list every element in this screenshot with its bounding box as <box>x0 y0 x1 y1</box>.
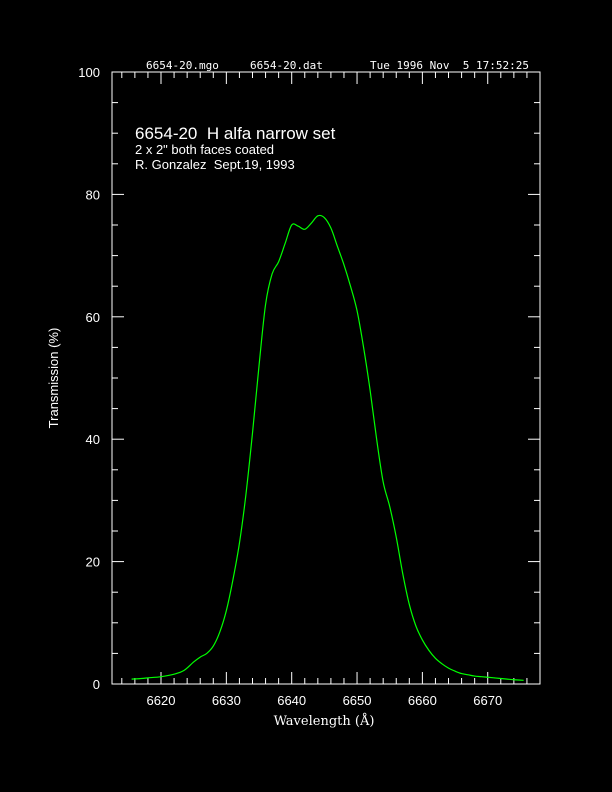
data-point <box>232 579 233 580</box>
data-point <box>311 223 312 224</box>
y-tick-label: 20 <box>86 555 100 570</box>
data-point <box>258 365 259 366</box>
data-point <box>523 680 524 681</box>
data-point <box>206 653 207 654</box>
header-macro-file: 6654-20.mgo <box>146 59 219 72</box>
data-point <box>474 675 475 676</box>
transmission-curve <box>131 214 524 681</box>
data-point <box>383 481 384 482</box>
data-point <box>389 506 390 507</box>
data-point <box>330 227 331 228</box>
y-axis-title: Transmission (%) <box>46 328 61 429</box>
data-point <box>141 678 142 679</box>
chart-title: 6654-20 H alfa narrow set <box>135 124 336 143</box>
data-point <box>402 573 403 574</box>
data-point <box>304 229 305 230</box>
data-point <box>422 639 423 640</box>
data-point <box>494 677 495 678</box>
x-tick-label: 6620 <box>147 693 176 708</box>
y-tick-label: 80 <box>86 187 100 202</box>
data-point <box>239 543 240 544</box>
y-tick-label: 100 <box>78 65 100 80</box>
annotation-author: R. Gonzalez Sept.19, 1993 <box>135 157 295 172</box>
data-point <box>507 679 508 680</box>
data-point <box>245 494 246 495</box>
data-point <box>396 537 397 538</box>
data-point <box>271 273 272 274</box>
data-point <box>219 631 220 632</box>
axis-tick-labels: 6620 6630 6640 6650 6660 6670 0 20 40 60 80 100 <box>78 65 502 708</box>
annotation-coating: 2 x 2" both faces coated <box>135 142 274 157</box>
x-tick-label: 6630 <box>212 693 241 708</box>
data-point <box>435 658 436 659</box>
data-point <box>500 678 501 679</box>
data-point <box>278 261 279 262</box>
data-point <box>350 286 351 287</box>
data-point <box>265 304 266 305</box>
data-point <box>448 667 449 668</box>
data-point <box>226 610 227 611</box>
x-axis-title: Wavelength (Å) <box>274 713 375 729</box>
data-point <box>409 604 410 605</box>
data-point <box>487 677 488 678</box>
data-point <box>317 215 318 216</box>
data-point <box>370 390 371 391</box>
x-tick-label: 6670 <box>473 693 502 708</box>
x-tick-label: 6660 <box>408 693 437 708</box>
data-point <box>415 625 416 626</box>
data-point <box>363 347 364 348</box>
data-point <box>428 650 429 651</box>
data-point <box>343 264 344 265</box>
header-data-file: 6654-20.dat <box>250 59 323 72</box>
data-point <box>454 671 455 672</box>
data-point <box>513 679 514 680</box>
data-point <box>173 674 174 675</box>
data-point <box>291 224 292 225</box>
data-point <box>213 645 214 646</box>
data-point <box>337 246 338 247</box>
data-point <box>285 243 286 244</box>
data-point <box>147 677 148 678</box>
data-point <box>324 217 325 218</box>
data-point <box>131 679 132 680</box>
data-point <box>200 656 201 657</box>
header-timestamp: Tue 1996 Nov 5 17:52:25 <box>370 59 529 72</box>
data-point <box>468 674 469 675</box>
data-point <box>461 673 462 674</box>
y-tick-label: 40 <box>86 432 100 447</box>
x-tick-label: 6650 <box>343 693 372 708</box>
data-point <box>376 439 377 440</box>
data-point <box>441 663 442 664</box>
data-point <box>481 676 482 677</box>
data-point <box>356 310 357 311</box>
data-point <box>252 432 253 433</box>
data-point <box>160 676 161 677</box>
data-point <box>298 226 299 227</box>
y-tick-label: 0 <box>93 677 100 692</box>
data-point <box>193 661 194 662</box>
y-tick-label: 60 <box>86 310 100 325</box>
x-tick-label: 6640 <box>277 693 306 708</box>
data-point <box>183 670 184 671</box>
